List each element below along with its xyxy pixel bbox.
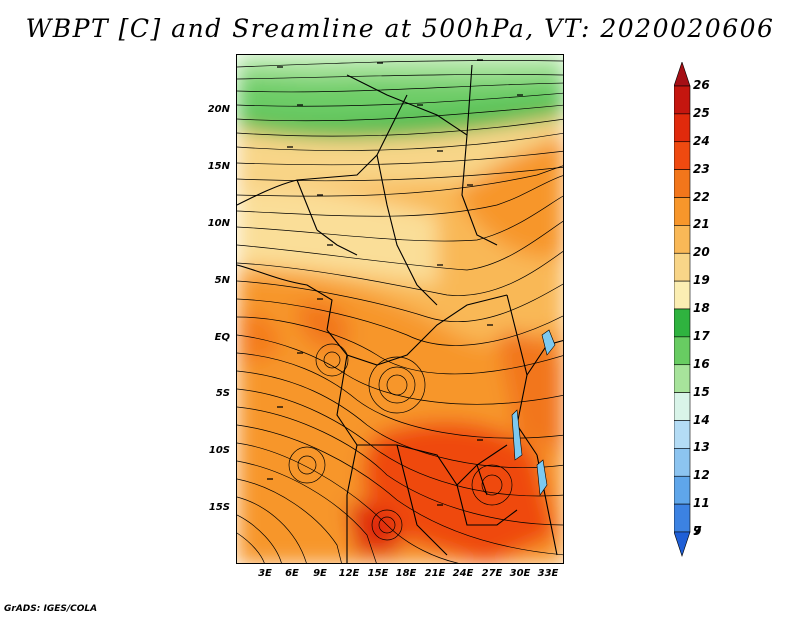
lakes <box>511 329 556 496</box>
lon-label-33E: 33E <box>537 568 559 579</box>
colorbar-swatch-16 <box>673 336 691 366</box>
colorbar-label-23: 23 <box>693 161 710 176</box>
colorbar-label-17: 17 <box>693 328 710 343</box>
lat-label-15N: 15N <box>207 161 230 172</box>
lon-label-18E: 18E <box>395 568 417 579</box>
colorbar-label-12: 12 <box>693 468 710 483</box>
lon-label-30E: 30E <box>509 568 531 579</box>
lon-label-21E: 21E <box>424 568 446 579</box>
lon-label-27E: 27E <box>481 568 503 579</box>
colorbar-label-25: 25 <box>693 105 710 120</box>
colorbar-swatch-18 <box>673 280 691 310</box>
colorbar-swatch-17 <box>673 308 691 338</box>
colorbar-label-16: 16 <box>693 356 710 371</box>
colorbar-label-9: 9 <box>693 524 702 538</box>
lon-label-24E: 24E <box>452 568 474 579</box>
colorbar <box>673 61 714 562</box>
lat-label-5N: 5N <box>214 275 230 286</box>
colorbar-swatch-9 <box>673 503 691 533</box>
colorbar-label-19: 19 <box>693 273 710 288</box>
lon-label-9E: 9E <box>313 568 327 579</box>
colorbar-label-26: 26 <box>693 78 710 92</box>
lon-label-12E: 12E <box>338 568 360 579</box>
colorbar-label-22: 22 <box>693 189 710 204</box>
lat-label-15S: 15S <box>208 502 230 513</box>
colorbar-swatch-12 <box>673 448 691 477</box>
colorbar-swatch-24 <box>673 113 691 143</box>
lon-label-3E: 3E <box>258 568 272 579</box>
colorbar-swatch-14 <box>673 392 691 421</box>
colorbar-label-14: 14 <box>693 412 710 427</box>
lat-label-20N: 20N <box>207 104 230 115</box>
streamlines <box>237 59 563 563</box>
lat-label-10S: 10S <box>208 445 230 456</box>
colorbar-label-18: 18 <box>693 301 710 315</box>
country-borders <box>237 64 563 563</box>
colorbar-label-7: 7 <box>693 524 702 538</box>
colorbar-label-24: 24 <box>693 133 710 148</box>
colorbar-swatch-21 <box>673 197 691 226</box>
colorbar-swatch-13 <box>673 420 691 449</box>
colorbar-label-15: 15 <box>693 384 710 399</box>
chart-title: WBPT [C] and Sreamline at 500hPa, VT: 20… <box>25 14 775 43</box>
colorbar-swatch-22 <box>673 169 691 198</box>
lat-label-EQ: EQ <box>214 332 230 343</box>
colorbar-swatch-25 <box>673 85 691 115</box>
lat-label-10N: 10N <box>207 218 230 229</box>
colorbar-swatch-7 <box>673 531 691 557</box>
colorbar-swatch-26 <box>673 61 691 87</box>
lon-label-6E: 6E <box>285 568 299 579</box>
colorbar-swatch-15 <box>673 364 691 393</box>
colorbar-swatch-11 <box>673 475 691 505</box>
weather-map <box>236 54 564 564</box>
colorbar-label-21: 21 <box>693 217 710 232</box>
grads-credit: GrADS: IGES/COLA <box>4 604 98 614</box>
lat-label-5S: 5S <box>215 388 230 399</box>
colorbar-label-13: 13 <box>693 440 710 455</box>
colorbar-label-11: 11 <box>693 496 710 511</box>
colorbar-label-20: 20 <box>693 245 710 260</box>
colorbar-swatch-19 <box>673 252 691 282</box>
colorbar-swatch-23 <box>673 141 691 170</box>
lon-label-15E: 15E <box>367 568 389 579</box>
colorbar-swatch-20 <box>673 225 691 254</box>
